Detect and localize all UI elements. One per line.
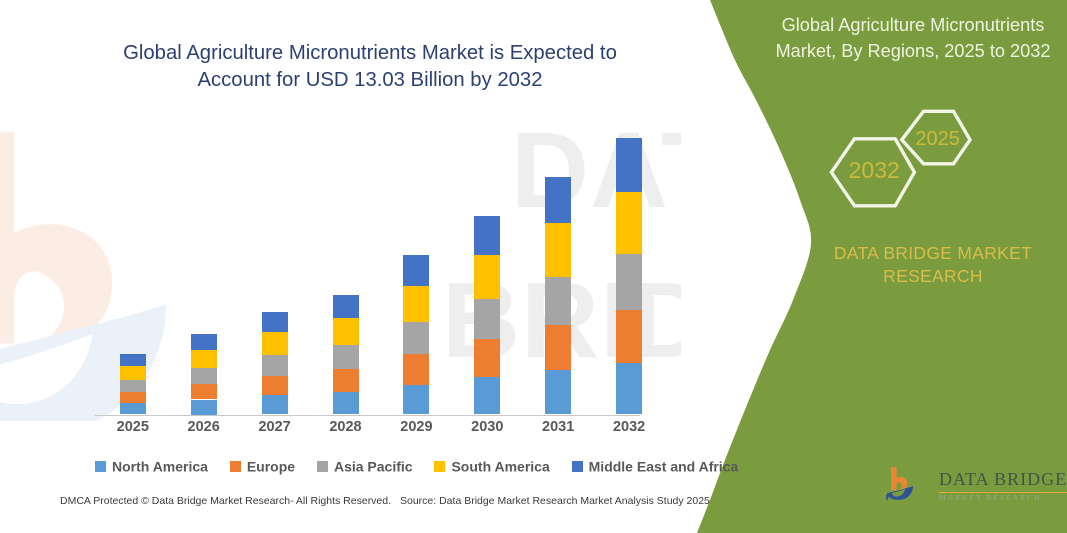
svg-text:2025: 2025 [915,128,960,150]
svg-text:2032: 2032 [849,157,900,183]
